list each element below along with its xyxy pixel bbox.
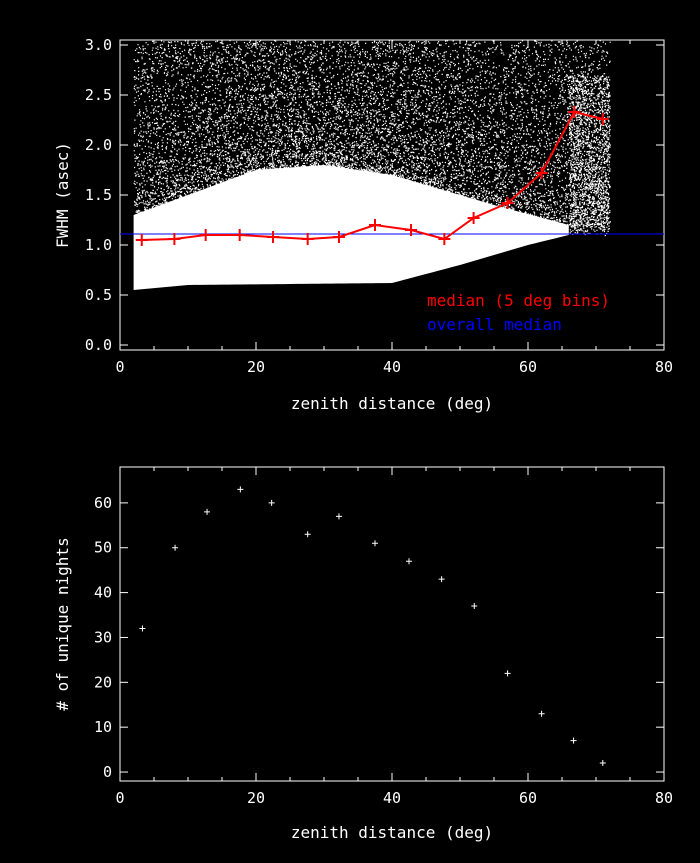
median-marker — [267, 231, 279, 243]
nights-point — [139, 625, 146, 632]
nights-point — [438, 576, 445, 583]
median-marker — [467, 212, 480, 224]
nights-plot-frame — [119, 466, 665, 782]
nights-point — [204, 508, 211, 515]
nights-plot: 0 20 40 60 80 0 10 20 30 40 50 60 zenith distance (… — [53, 466, 673, 842]
median-marker — [332, 231, 345, 243]
nights-y-tick-label: 50 — [94, 539, 112, 557]
nights-point — [406, 558, 412, 565]
fwhm-scatter-cloud — [133, 40, 611, 290]
nights-point — [335, 513, 342, 520]
fwhm-y-tick-label: 1.5 — [85, 186, 112, 204]
nights-axis-ticks: 0 20 40 60 80 0 10 20 30 40 50 60 — [94, 467, 673, 807]
nights-point — [471, 603, 478, 610]
fwhm-y-tick-label: 0.0 — [85, 336, 112, 354]
nights-y-tick-label: 0 — [103, 763, 112, 781]
nights-point — [599, 760, 606, 767]
median-marker — [501, 197, 514, 209]
median-marker — [199, 229, 212, 241]
fwhm-x-tick-label: 80 — [655, 358, 673, 376]
nights-x-tick-label: 0 — [115, 789, 124, 807]
nights-point — [172, 544, 179, 551]
median-marker — [535, 167, 548, 179]
nights-x-tick-label: 20 — [247, 789, 265, 807]
fwhm-x-tick-label: 60 — [519, 358, 537, 376]
fwhm-series — [120, 106, 664, 246]
fwhm-scatter-speckle — [133, 40, 611, 237]
fwhm-x-axis-label: zenith distance (deg) — [291, 394, 493, 413]
fwhm-x-tick-label: 40 — [383, 358, 401, 376]
median-marker — [369, 219, 381, 231]
median-marker — [135, 234, 148, 246]
fwhm-x-tick-label: 20 — [247, 358, 265, 376]
median-marker — [568, 106, 581, 118]
nights-x-tick-label: 60 — [519, 789, 537, 807]
nights-y-tick-label: 20 — [94, 673, 112, 691]
median-marker — [405, 224, 418, 236]
nights-point — [372, 540, 378, 547]
fwhm-y-tick-label: 1.0 — [85, 236, 112, 254]
nights-series — [139, 486, 606, 767]
nights-point — [304, 531, 311, 538]
nights-point — [570, 737, 577, 744]
median-marker — [301, 233, 314, 245]
fwhm-scatter-core — [133, 165, 569, 290]
nights-point — [237, 486, 244, 493]
nights-point — [504, 670, 511, 677]
median-marker — [168, 233, 181, 245]
nights-y-tick-label: 10 — [94, 718, 112, 736]
fwhm-x-tick-label: 0 — [115, 358, 124, 376]
nights-y-axis-label: # of unique nights — [53, 537, 72, 710]
nights-point — [538, 710, 545, 717]
nights-x-tick-label: 40 — [383, 789, 401, 807]
fwhm-axis-ticks: 0 20 40 60 80 0.0 0.5 1.0 1.5 2.0 2.5 3.0 — [85, 36, 673, 376]
fwhm-y-tick-label: 2.0 — [85, 136, 112, 154]
nights-y-tick-label: 40 — [94, 584, 112, 602]
median-marker — [596, 113, 609, 125]
nights-y-tick-label: 30 — [94, 628, 112, 646]
fwhm-y-axis-label: FWHM (asec) — [53, 142, 72, 248]
median-marker — [233, 229, 246, 241]
median-marker — [438, 233, 451, 245]
nights-point — [268, 499, 275, 506]
fwhm-y-tick-label: 2.5 — [85, 86, 112, 104]
fwhm-plot: 0 20 40 60 80 0.0 0.5 1.0 1.5 2.0 2.5 3.0 zenith di… — [53, 36, 673, 413]
fwhm-y-tick-label: 0.5 — [85, 286, 112, 304]
nights-y-tick-label: 60 — [94, 494, 112, 512]
fwhm-y-tick-label: 3.0 — [85, 36, 112, 54]
nights-x-axis-label: zenith distance (deg) — [291, 823, 493, 842]
legend-median: median (5 deg bins) — [427, 291, 610, 310]
legend-overall-median: overall median — [427, 315, 562, 334]
nights-x-tick-label: 80 — [655, 789, 673, 807]
